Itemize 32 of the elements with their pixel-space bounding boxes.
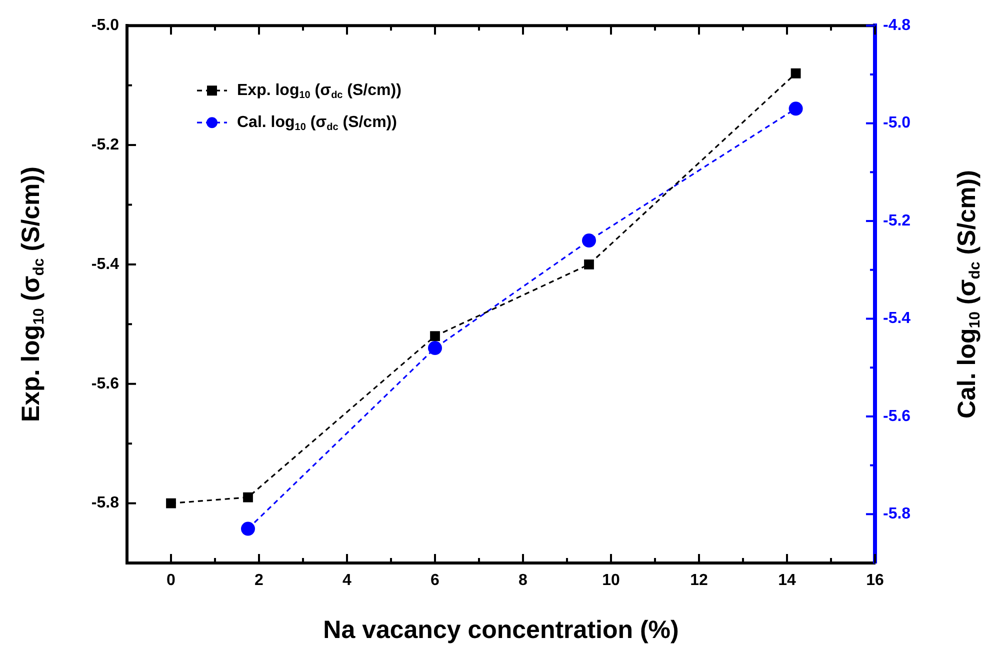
- x-tick-label: 2: [254, 572, 264, 590]
- y2-tick-label: -5.0: [883, 114, 911, 132]
- y2-tick-label: -5.4: [883, 310, 911, 328]
- y2-tick-label: -5.6: [883, 408, 911, 425]
- y2-tick-label: -5.8: [883, 506, 911, 523]
- point: [584, 259, 594, 270]
- y-tick-label: -5.8: [91, 494, 120, 512]
- x-tick-label: 16: [866, 572, 884, 590]
- point: [166, 498, 176, 508]
- y-tick-label: -5.4: [91, 256, 120, 273]
- point: [430, 331, 440, 342]
- y-tick-label: -5.2: [91, 136, 120, 154]
- point: [241, 522, 255, 536]
- x-tick-label: 0: [166, 572, 176, 590]
- y-tick-label: -5.6: [91, 375, 120, 392]
- x-tick-label: 4: [342, 572, 352, 590]
- y-tick-label: -5.0: [91, 17, 120, 34]
- x-tick-label: 12: [690, 572, 708, 590]
- point: [582, 234, 596, 248]
- x-axis-title: Na vacancy concentration (%): [323, 616, 679, 644]
- y2-tick-label: -5.2: [883, 212, 911, 230]
- x-tick-label: 8: [518, 572, 528, 590]
- y2-tick-label: -4.8: [883, 17, 911, 34]
- y-axis-title: Exp. log10 (σdc (S/cm)): [16, 166, 48, 422]
- point: [788, 102, 803, 116]
- y2-axis-title: Cal. log10 (σdc (S/cm)): [952, 170, 984, 419]
- x-tick-label: 14: [778, 572, 796, 590]
- point: [428, 341, 442, 356]
- point: [790, 68, 801, 78]
- x-tick-label: 6: [430, 572, 440, 590]
- point: [243, 492, 253, 502]
- x-tick-label: 10: [602, 572, 620, 590]
